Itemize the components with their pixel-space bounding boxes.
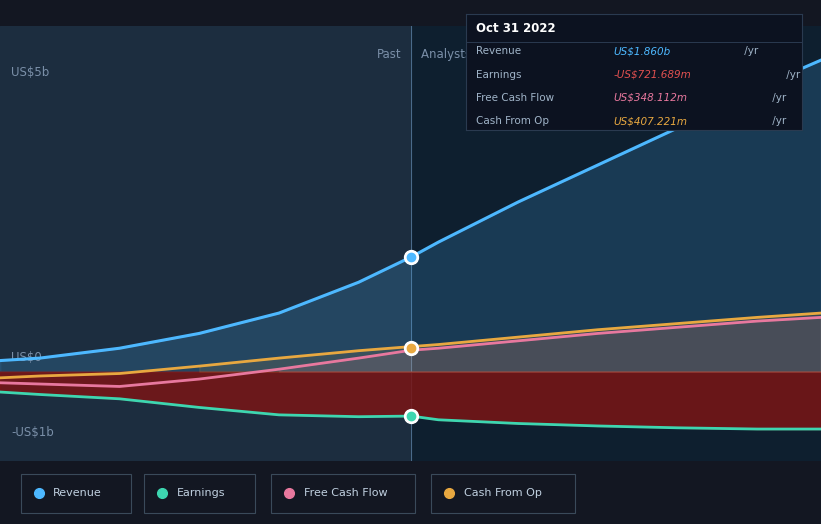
- Text: Free Cash Flow: Free Cash Flow: [304, 487, 388, 498]
- Bar: [271, 474, 415, 512]
- Text: US$407.221m: US$407.221m: [614, 116, 688, 126]
- Text: -US$1b: -US$1b: [11, 426, 54, 439]
- Text: US$0: US$0: [11, 351, 42, 364]
- Text: /yr: /yr: [769, 116, 787, 126]
- Text: US$5b: US$5b: [11, 67, 49, 79]
- Text: Analysts Forecasts: Analysts Forecasts: [421, 48, 530, 61]
- Text: Revenue: Revenue: [53, 487, 102, 498]
- Text: /yr: /yr: [783, 70, 800, 80]
- Text: Earnings: Earnings: [177, 487, 225, 498]
- Text: /yr: /yr: [741, 47, 758, 57]
- Text: US$348.112m: US$348.112m: [614, 93, 688, 103]
- Bar: [431, 474, 575, 512]
- Bar: [21, 474, 131, 512]
- Text: Oct 31 2022: Oct 31 2022: [476, 22, 556, 35]
- Text: Earnings: Earnings: [476, 70, 521, 80]
- Text: Revenue: Revenue: [476, 47, 521, 57]
- Bar: [144, 474, 255, 512]
- Text: US$1.860b: US$1.860b: [614, 47, 671, 57]
- Text: -US$721.689m: -US$721.689m: [614, 70, 691, 80]
- Bar: [411, 26, 821, 461]
- Text: Free Cash Flow: Free Cash Flow: [476, 93, 554, 103]
- Text: /yr: /yr: [769, 93, 787, 103]
- Text: Cash From Op: Cash From Op: [464, 487, 542, 498]
- Text: Cash From Op: Cash From Op: [476, 116, 549, 126]
- Text: Past: Past: [377, 48, 401, 61]
- Bar: [0, 26, 411, 461]
